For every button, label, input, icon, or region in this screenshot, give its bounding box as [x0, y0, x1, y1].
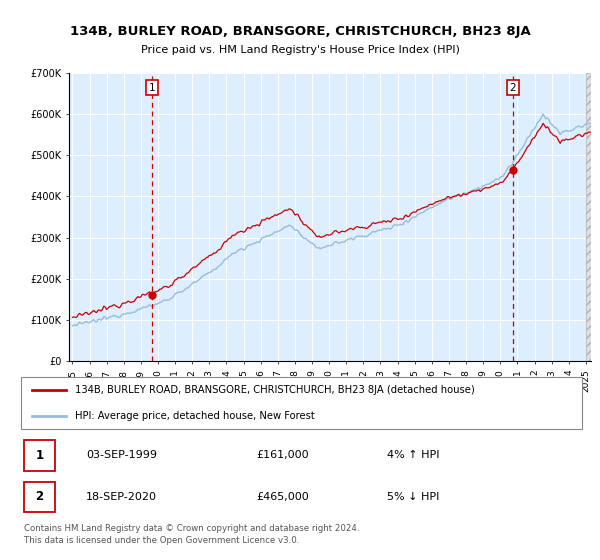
Text: 4% ↑ HPI: 4% ↑ HPI [386, 450, 439, 460]
Text: 134B, BURLEY ROAD, BRANSGORE, CHRISTCHURCH, BH23 8JA: 134B, BURLEY ROAD, BRANSGORE, CHRISTCHUR… [70, 25, 530, 38]
Text: 03-SEP-1999: 03-SEP-1999 [86, 450, 157, 460]
Text: Contains HM Land Registry data © Crown copyright and database right 2024.
This d: Contains HM Land Registry data © Crown c… [23, 524, 359, 545]
FancyBboxPatch shape [21, 377, 582, 429]
Text: £465,000: £465,000 [256, 492, 309, 502]
Text: 5% ↓ HPI: 5% ↓ HPI [386, 492, 439, 502]
Text: £161,000: £161,000 [256, 450, 309, 460]
Text: 18-SEP-2020: 18-SEP-2020 [86, 492, 157, 502]
Text: 1: 1 [35, 449, 43, 462]
Text: Price paid vs. HM Land Registry's House Price Index (HPI): Price paid vs. HM Land Registry's House … [140, 45, 460, 55]
Text: 134B, BURLEY ROAD, BRANSGORE, CHRISTCHURCH, BH23 8JA (detached house): 134B, BURLEY ROAD, BRANSGORE, CHRISTCHUR… [75, 385, 475, 395]
Text: 1: 1 [149, 83, 155, 93]
Text: 2: 2 [509, 83, 516, 93]
Text: 2: 2 [35, 491, 43, 503]
FancyBboxPatch shape [23, 482, 55, 512]
Text: HPI: Average price, detached house, New Forest: HPI: Average price, detached house, New … [75, 411, 314, 421]
FancyBboxPatch shape [23, 440, 55, 470]
